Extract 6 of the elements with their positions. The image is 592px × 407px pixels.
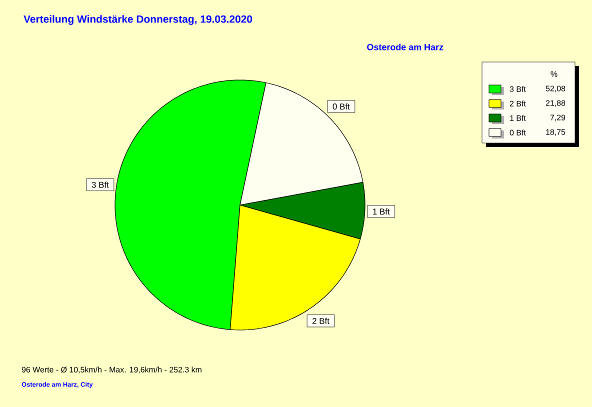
chart-title: Verteilung Windstärke Donnerstag, 19.03.2020 [24,15,252,25]
slice-label: 3 Bft [92,182,109,188]
slice-label: 0 Bft [332,103,350,110]
slice-label: 1 Bft [373,208,390,215]
slice-label: 2 Bft [312,318,330,324]
chart-subtitle: Osterode am Harz [367,44,444,50]
